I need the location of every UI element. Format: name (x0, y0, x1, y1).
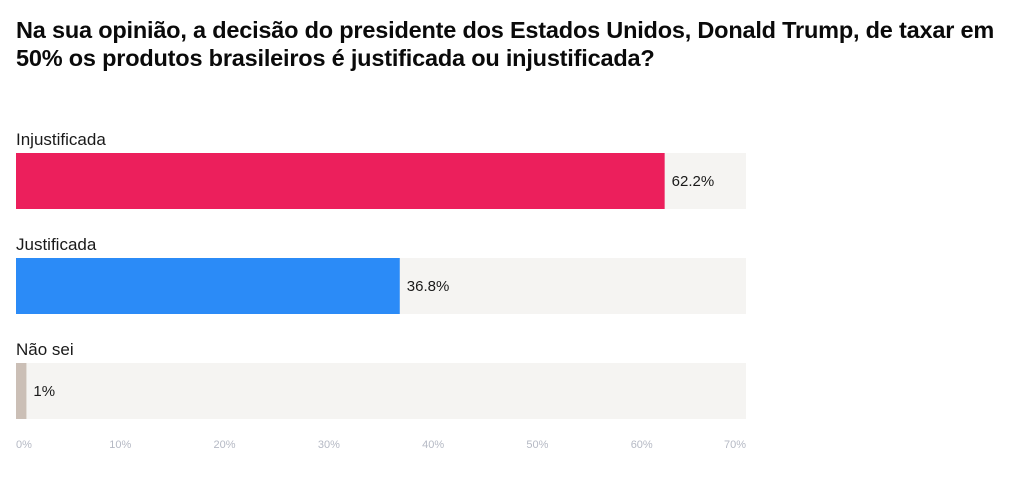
value-label-n-o-sei: 1% (33, 383, 55, 400)
x-tick-label: 60% (631, 439, 653, 451)
category-label-n-o-sei: Não sei (16, 340, 74, 359)
bar-justificada (16, 258, 400, 314)
x-tick-label: 70% (724, 439, 746, 451)
x-tick-label: 0% (16, 439, 32, 451)
x-tick-label: 30% (318, 439, 340, 451)
value-label-justificada: 36.8% (407, 278, 450, 295)
category-label-injustificada: Injustificada (16, 130, 106, 149)
x-tick-label: 20% (214, 439, 236, 451)
bar-n-o-sei (16, 363, 27, 419)
chart-title: Na sua opinião, a decisão do presidente … (16, 17, 995, 71)
value-label-injustificada: 62.2% (672, 173, 715, 190)
bar-track-n-o-sei (16, 363, 746, 419)
x-tick-label: 50% (526, 439, 548, 451)
category-label-justificada: Justificada (16, 235, 97, 254)
x-tick-label: 10% (109, 439, 131, 451)
x-tick-label: 40% (422, 439, 444, 451)
bar-injustificada (16, 153, 665, 209)
